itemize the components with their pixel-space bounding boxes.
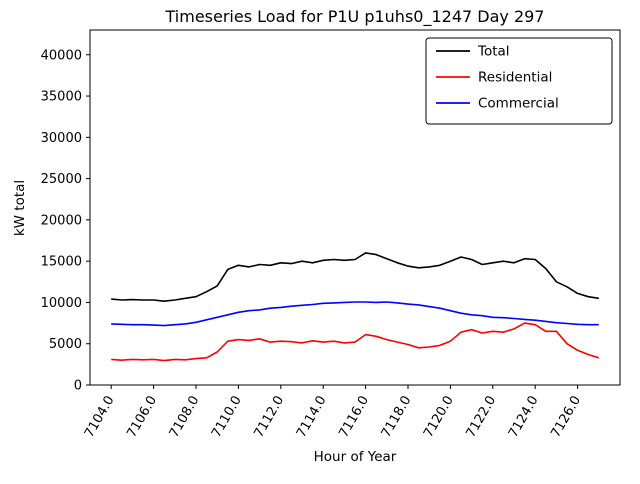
x-tick-label: 7114.0 [294, 394, 330, 441]
x-tick-label: 7116.0 [336, 394, 372, 441]
y-tick-label: 35000 [41, 90, 82, 105]
x-tick-label: 7124.0 [506, 394, 542, 441]
legend-label-total: Total [477, 44, 510, 60]
x-tick-label: 7106.0 [124, 394, 160, 441]
x-tick-label: 7122.0 [464, 394, 500, 441]
plot-area: 0 5000 10000 15000 20000 25000 30000 35000 40000… [41, 29, 621, 441]
legend-label-residential: Residential [478, 70, 552, 86]
y-tick-label: 5000 [49, 337, 82, 352]
x-tick-label: 7112.0 [252, 394, 288, 441]
series-line-residential [111, 322, 600, 362]
legend-label-commercial: Commercial [478, 96, 559, 112]
x-tick-label: 7110.0 [209, 394, 245, 441]
y-tick-label: 0 [74, 379, 82, 394]
x-tick-label: 7120.0 [421, 394, 457, 441]
legend: Total Residential Commercial [425, 37, 613, 125]
x-tick-label: 7108.0 [167, 394, 203, 441]
x-tick-label: 7126.0 [548, 394, 584, 441]
x-axis-label: Hour of Year [314, 449, 397, 465]
series-line-commercial [111, 301, 599, 327]
chart-title: Timeseries Load for P1U p1uhs0_1247 Day … [165, 7, 545, 27]
x-tick-label: 7104.0 [82, 394, 118, 441]
y-tick-label: 25000 [41, 172, 82, 187]
y-axis-label: kW total [12, 180, 28, 236]
y-tick-label: 30000 [41, 131, 82, 146]
y-tick-label: 15000 [41, 255, 82, 270]
y-tick-label: 10000 [41, 296, 82, 311]
x-tick-label: 7118.0 [379, 394, 415, 441]
y-tick-label: 20000 [41, 213, 82, 228]
series-line-total [111, 252, 599, 303]
legend-box [425, 37, 613, 125]
y-tick-label: 40000 [41, 48, 82, 63]
axes-spines [89, 29, 621, 386]
